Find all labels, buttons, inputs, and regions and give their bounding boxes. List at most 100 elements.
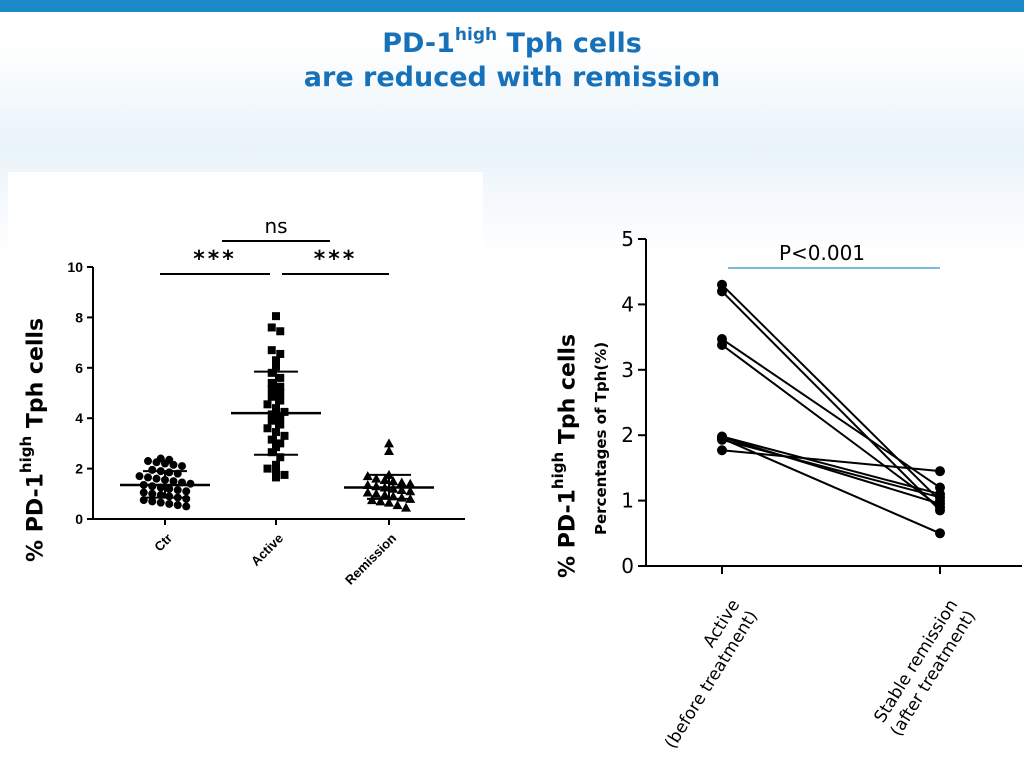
- remission-point: [384, 497, 394, 507]
- active-point: [276, 453, 285, 462]
- paired-line: [721, 436, 941, 505]
- top-accent-bar: [0, 0, 1024, 12]
- active-point: [272, 460, 280, 469]
- ctr-point: [169, 477, 178, 486]
- active-point: [263, 424, 272, 433]
- ctr-point: [148, 482, 157, 491]
- remission-point: [371, 488, 382, 498]
- ctr-point: [182, 487, 191, 496]
- significance-label: ns: [264, 214, 287, 238]
- ctr-point: [139, 488, 148, 497]
- ctr-point: [165, 468, 174, 477]
- ctr-point: [182, 494, 191, 503]
- remission-point: [405, 486, 416, 496]
- paired-line: [721, 438, 941, 499]
- y-tick-label: 0: [75, 511, 83, 527]
- active-point: [263, 464, 272, 473]
- ctr-point: [173, 501, 182, 510]
- active-point: [276, 327, 285, 336]
- active-point: [276, 439, 285, 448]
- remission-point: [396, 477, 407, 487]
- ctr-point: [148, 497, 157, 506]
- active-point: [267, 392, 276, 401]
- ctr-point: [152, 458, 161, 467]
- y-tick-label: 6: [75, 360, 83, 376]
- active-point: [280, 407, 289, 416]
- paired-line: [721, 338, 941, 489]
- y-tick-label: 2: [75, 461, 83, 477]
- active-point: [276, 412, 285, 421]
- x-tick-label: Stable remission(after treatment): [869, 596, 980, 740]
- remission-point: [371, 473, 382, 483]
- active-point: [263, 400, 272, 409]
- y-tick-label: 8: [75, 309, 83, 325]
- y-tick-label: 4: [621, 292, 634, 316]
- remission-point: [935, 528, 945, 539]
- active-point: [267, 416, 276, 425]
- active-point: [276, 382, 285, 391]
- significance-label: ***: [314, 247, 358, 272]
- ctr-point: [156, 498, 165, 507]
- active-point: [267, 378, 276, 387]
- y-tick-label: 2: [621, 423, 634, 447]
- active-point: [276, 349, 285, 358]
- y-tick-label: 1: [621, 489, 634, 513]
- active-point: [717, 434, 727, 445]
- active-point: [267, 385, 276, 394]
- pvalue-label: P<0.001: [779, 241, 865, 265]
- remission-point: [375, 496, 386, 506]
- right-y-axis-sublabel: Percentages of Tph(%): [592, 341, 610, 535]
- active-point: [267, 323, 276, 332]
- active-point: [717, 286, 727, 297]
- active-point: [267, 368, 276, 377]
- active-point: [276, 396, 285, 405]
- active-point: [272, 468, 280, 477]
- x-tick-label: Active: [248, 531, 286, 569]
- ctr-point: [173, 486, 182, 495]
- paired-line: [721, 449, 941, 473]
- significance-label: ***: [193, 247, 237, 272]
- remission-point: [396, 485, 407, 495]
- left-chart-panel: [8, 172, 483, 597]
- y-tick-label: 0: [621, 554, 634, 578]
- remission-point: [935, 492, 945, 503]
- x-tick-label: Ctr: [151, 531, 175, 555]
- active-point: [267, 346, 276, 355]
- ctr-point: [178, 462, 186, 471]
- remission-point: [392, 500, 403, 510]
- paired-line: [721, 435, 941, 496]
- x-tick-label: Active(before treatment): [643, 596, 762, 752]
- active-point: [272, 356, 280, 365]
- ctr-point: [165, 499, 174, 508]
- ctr-point: [165, 484, 174, 493]
- active-point: [280, 470, 289, 479]
- remission-point: [362, 487, 373, 497]
- ctr-point: [135, 472, 144, 481]
- remission-point: [379, 474, 390, 484]
- y-tick-label: 4: [75, 410, 83, 426]
- ctr-point: [144, 473, 152, 482]
- x-tick-label: Remission: [342, 530, 399, 587]
- y-tick-label: 5: [621, 227, 634, 251]
- remission-point: [384, 438, 394, 448]
- remission-point: [388, 476, 399, 486]
- active-point: [272, 312, 280, 321]
- ctr-point: [148, 489, 157, 498]
- y-tick-label: 3: [621, 358, 634, 382]
- left-y-axis-label: % PD-1high Tph cells: [17, 317, 49, 562]
- ctr-point: [169, 460, 178, 469]
- ctr-point: [161, 459, 169, 468]
- slide-title: PD-1high Tph cells are reduced with remi…: [303, 25, 721, 93]
- ctr-point: [152, 474, 161, 483]
- active-point: [272, 362, 280, 371]
- active-point: [717, 445, 727, 456]
- active-point: [276, 389, 285, 397]
- remission-point: [401, 502, 411, 512]
- paired-line: [721, 344, 941, 508]
- active-point: [276, 420, 285, 429]
- active-point: [280, 431, 289, 440]
- ctr-point: [148, 465, 157, 474]
- remission-point: [405, 478, 416, 488]
- remission-point: [384, 445, 394, 455]
- remission-point: [379, 490, 390, 500]
